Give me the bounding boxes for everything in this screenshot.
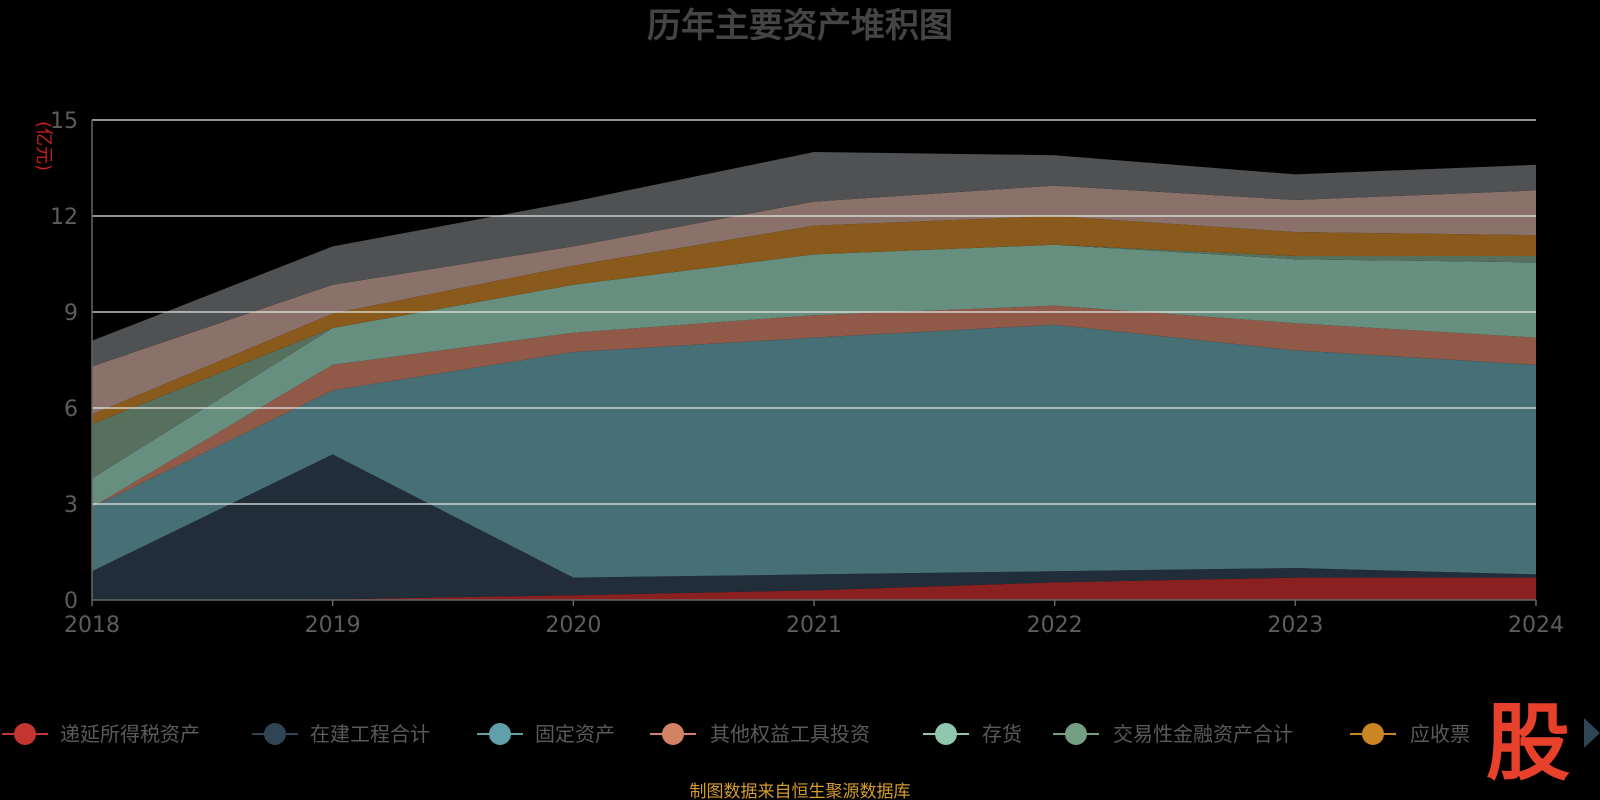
x-tick-label: 2023 <box>1267 613 1323 638</box>
grid-lines <box>92 119 1536 505</box>
legend-marker-icon <box>14 723 36 745</box>
legend-label: 递延所得税资产 <box>60 722 200 746</box>
y-tick-label: 15 <box>50 109 78 134</box>
legend-marker-icon <box>1362 723 1384 745</box>
legend-next-page-arrow[interactable] <box>1584 718 1600 748</box>
legend-item-5[interactable]: 交易性金融资产合计 <box>1053 722 1293 746</box>
y-tick-label: 12 <box>50 205 78 230</box>
x-tick-label: 2020 <box>545 613 601 638</box>
area-series-2 <box>92 324 1536 578</box>
legend-item-6[interactable]: 应收票 <box>1350 722 1470 746</box>
area-series-4 <box>92 244 1536 508</box>
legend-item-1[interactable]: 在建工程合计 <box>252 722 430 746</box>
legend-item-2[interactable]: 固定资产 <box>477 722 615 746</box>
legend-label: 应收票 <box>1410 722 1470 746</box>
area-series-0 <box>92 577 1536 600</box>
chart-title: 历年主要资产堆积图 <box>647 6 953 46</box>
legend-label: 在建工程合计 <box>310 722 430 746</box>
x-tick-label: 2022 <box>1027 613 1083 638</box>
legend-marker-icon <box>264 723 286 745</box>
legend-marker-icon <box>935 723 957 745</box>
area-series-8 <box>92 152 1536 367</box>
area-series-group <box>92 152 1536 600</box>
area-series-7 <box>92 185 1536 415</box>
axes: 0 3 6 9 12 15 2018 2019 2020 2021 2022 2023 2024 <box>50 109 1564 638</box>
y-tick-label: 3 <box>64 493 78 518</box>
legend-marker-icon <box>662 723 684 745</box>
chevron-right-icon[interactable] <box>1584 718 1600 748</box>
legend-label: 交易性金融资产合计 <box>1113 722 1293 746</box>
legend-label: 其他权益工具投资 <box>710 722 870 746</box>
y-tick-label: 9 <box>64 301 78 326</box>
legend-marker-icon <box>489 723 511 745</box>
area-series-6 <box>92 216 1536 424</box>
legend-label: 固定资产 <box>535 722 615 746</box>
legend-item-4[interactable]: 存货 <box>923 722 1022 746</box>
area-series-1 <box>92 454 1536 600</box>
legend-item-3[interactable]: 其他权益工具投资 <box>650 722 870 746</box>
brand-logo: 股 <box>1486 694 1570 792</box>
legend-label: 存货 <box>982 722 1022 746</box>
y-tick-label: 0 <box>64 589 78 614</box>
legend-item-0[interactable]: 递延所得税资产 <box>2 722 200 746</box>
x-tick-label: 2021 <box>786 613 842 638</box>
y-axis-unit: (亿元) <box>33 121 54 171</box>
data-source-note: 制图数据来自恒生聚源数据库 <box>690 782 911 800</box>
x-tick-label: 2024 <box>1508 613 1564 638</box>
legend: 递延所得税资产 在建工程合计 固定资产 其他权益工具投资 存货 交易性金融资产合计 应收票 <box>2 722 1470 746</box>
area-series-3 <box>92 305 1536 508</box>
x-tick-label: 2018 <box>64 613 120 638</box>
x-tick-label: 2019 <box>305 613 361 638</box>
y-tick-label: 6 <box>64 397 78 422</box>
legend-marker-icon <box>1065 723 1087 745</box>
